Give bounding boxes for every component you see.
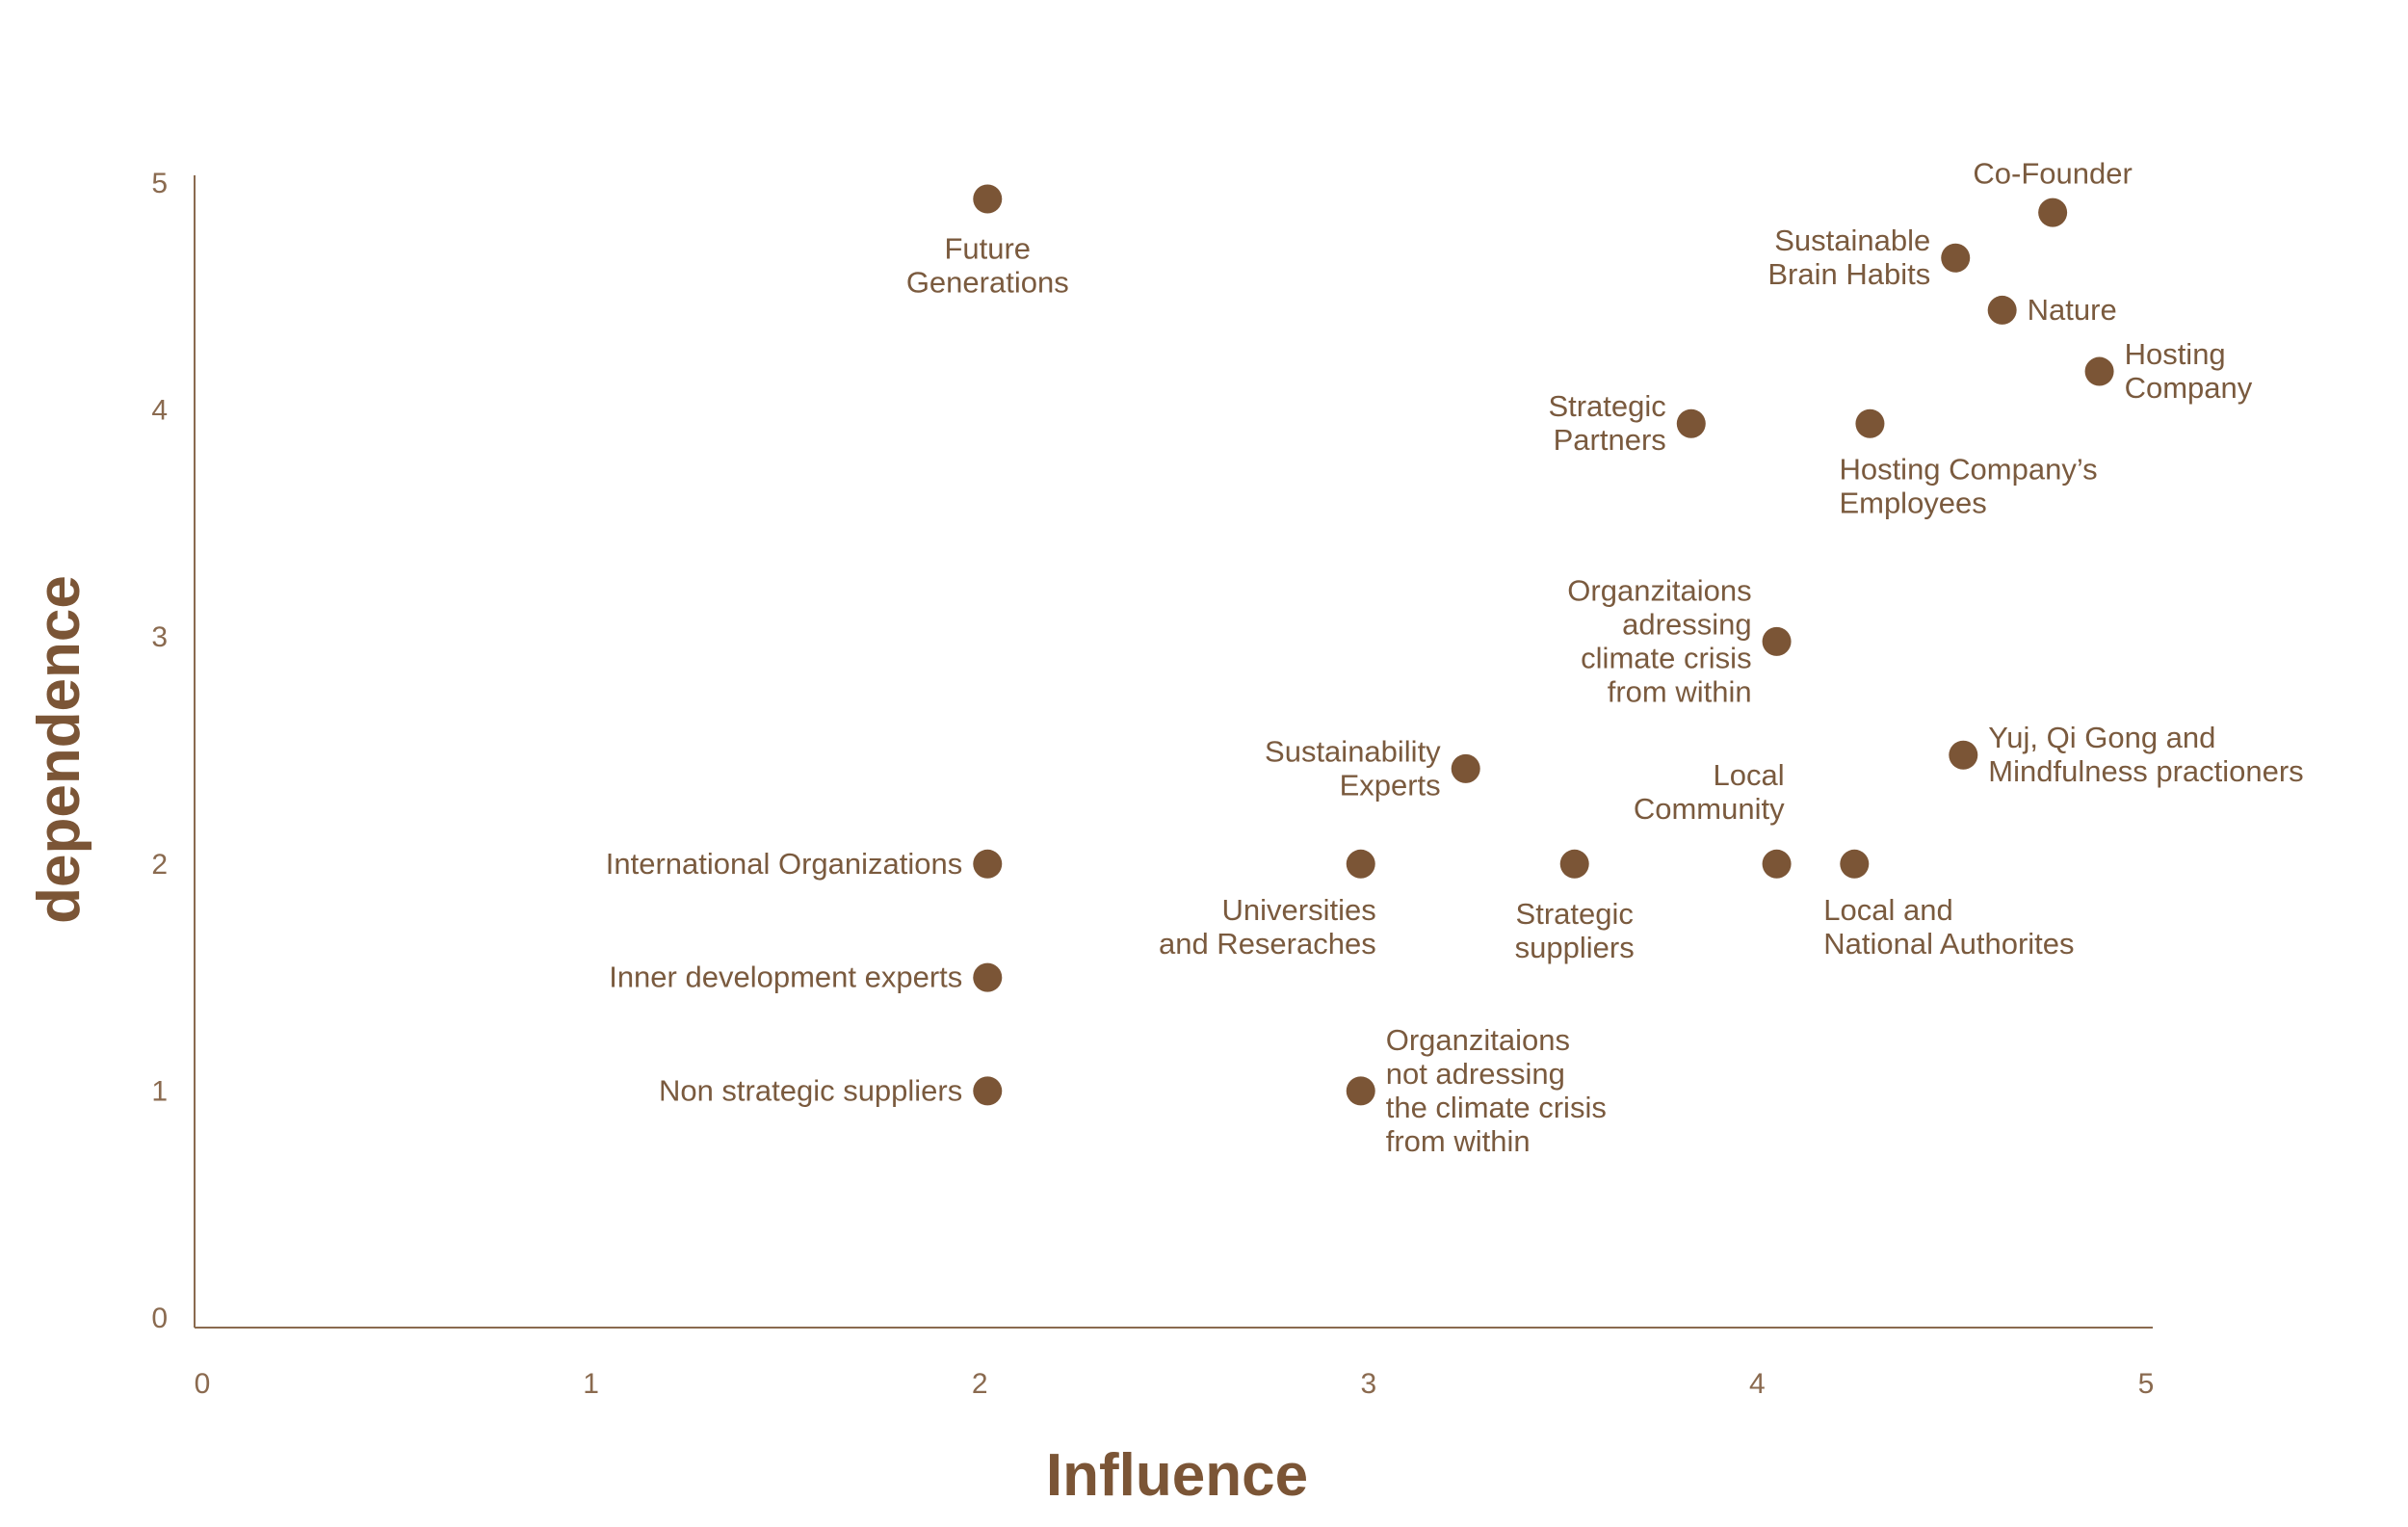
point-label: Organzitaions adressing climate crisis from… bbox=[1567, 573, 1751, 708]
data-point bbox=[1346, 1076, 1375, 1106]
point-labels: Future Generations Co-Founder Sustainable Br… bbox=[606, 157, 2304, 1158]
data-point bbox=[973, 184, 1003, 214]
data-point bbox=[1949, 740, 1978, 770]
y-tick-label: 2 bbox=[151, 849, 168, 881]
data-point bbox=[1987, 295, 2017, 325]
data-point bbox=[973, 849, 1003, 879]
x-tick-label: 3 bbox=[1360, 1368, 1376, 1400]
data-point bbox=[1676, 408, 1706, 438]
point-label: Strategic Partners bbox=[1548, 389, 1665, 457]
x-tick-label: 1 bbox=[583, 1368, 599, 1400]
data-point bbox=[973, 962, 1003, 992]
data-point bbox=[1855, 408, 1885, 438]
point-label: Non strategic suppliers bbox=[659, 1073, 962, 1107]
x-tick-label: 4 bbox=[1749, 1368, 1766, 1400]
data-points bbox=[973, 184, 2114, 1106]
x-tick-label: 2 bbox=[972, 1368, 988, 1400]
data-point bbox=[1941, 243, 1971, 273]
data-point bbox=[2084, 356, 2114, 386]
point-label: International Organizations bbox=[606, 847, 963, 881]
point-label: Sustainability Experts bbox=[1265, 734, 1441, 802]
point-label: Sustainable Brain Habits bbox=[1767, 224, 1930, 291]
tick-labels: 0 1 2 3 4 5 0 1 2 3 4 5 bbox=[151, 168, 2154, 1400]
data-point bbox=[1451, 753, 1480, 783]
data-point bbox=[973, 1076, 1003, 1106]
y-tick-label: 1 bbox=[151, 1075, 168, 1107]
y-tick-label: 5 bbox=[151, 168, 168, 199]
y-tick-label: 4 bbox=[151, 395, 168, 427]
data-point bbox=[2038, 197, 2068, 227]
point-label: Local and National Authorites bbox=[1823, 893, 2074, 961]
point-label: Universities and Reseraches bbox=[1159, 893, 1376, 961]
point-label: Strategic suppliers bbox=[1515, 897, 1635, 964]
data-point bbox=[1346, 849, 1375, 879]
point-label: Nature bbox=[2028, 293, 2117, 327]
data-point bbox=[1762, 849, 1792, 879]
point-label: Future Generations bbox=[906, 231, 1069, 299]
data-point bbox=[1762, 626, 1792, 656]
x-tick-label: 5 bbox=[2138, 1368, 2155, 1400]
y-axis-title: dependence bbox=[26, 575, 92, 924]
point-label: Hosting Company’s Employees bbox=[1839, 453, 2097, 520]
point-label: Local Community bbox=[1634, 758, 1785, 826]
point-label: Co-Founder bbox=[1973, 157, 2132, 191]
data-point bbox=[1559, 849, 1589, 879]
axes bbox=[194, 175, 2153, 1329]
y-tick-label: 0 bbox=[151, 1303, 168, 1334]
point-label: Yuj, Qi Gong and Mindfulness practioners bbox=[1988, 721, 2303, 788]
point-label: Organzitaions not adressing the climate cr… bbox=[1386, 1023, 1607, 1158]
point-label: Hosting Company bbox=[2125, 337, 2253, 405]
data-point bbox=[1840, 849, 1870, 879]
x-tick-label: 0 bbox=[195, 1368, 211, 1400]
y-tick-label: 3 bbox=[151, 621, 168, 653]
point-label: Inner development experts bbox=[609, 961, 962, 994]
x-axis-title: Influence bbox=[1046, 1442, 1308, 1509]
